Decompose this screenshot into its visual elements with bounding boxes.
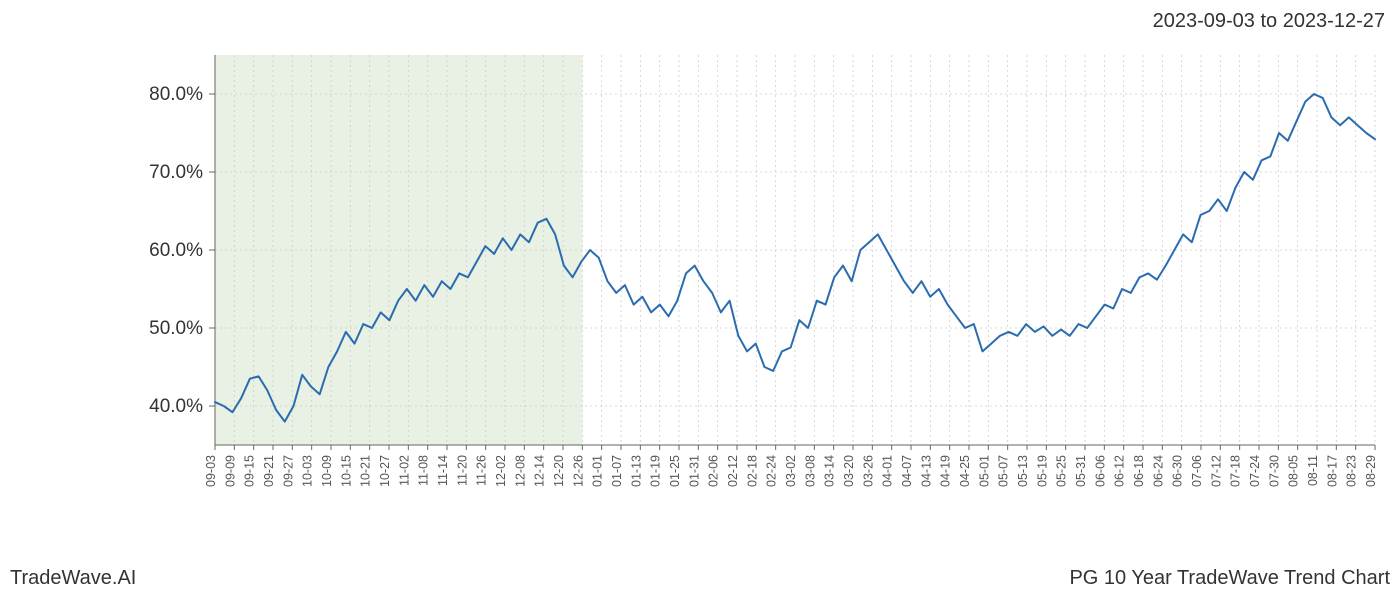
x-tick-label: 03-02 <box>784 455 798 487</box>
x-tick-label: 12-14 <box>533 455 547 487</box>
y-tick-label: 60.0% <box>149 240 203 261</box>
y-tick-label: 70.0% <box>149 162 203 183</box>
x-tick-label: 03-08 <box>803 455 817 487</box>
x-tick-label: 12-20 <box>552 455 566 487</box>
x-tick-label: 10-15 <box>339 455 353 487</box>
x-tick-label: 10-21 <box>359 455 373 487</box>
x-tick-label: 03-14 <box>823 455 837 487</box>
x-tick-label: 11-14 <box>436 455 450 486</box>
x-tick-label: 01-13 <box>629 455 643 487</box>
x-tick-label: 12-26 <box>571 455 585 487</box>
x-tick-label: 06-18 <box>1132 455 1146 487</box>
x-tick-label: 06-30 <box>1171 455 1185 487</box>
x-tick-label: 09-21 <box>262 455 276 487</box>
x-tick-label: 08-05 <box>1287 455 1301 487</box>
trend-chart: 40.0% 50.0% 60.0% 70.0% 80.0% 09-03 09-09 09-15… <box>0 40 1400 560</box>
x-tick-label: 09-09 <box>223 455 237 487</box>
x-tick-label: 05-31 <box>1074 455 1088 487</box>
x-tick-label: 05-25 <box>1055 455 1069 487</box>
x-tick-label: 06-12 <box>1113 455 1127 487</box>
x-tick-label: 10-03 <box>301 455 315 487</box>
x-tick-label: 11-20 <box>455 455 469 486</box>
x-tick-label: 12-02 <box>494 455 508 487</box>
x-tick-label: 07-30 <box>1267 455 1281 487</box>
chart-svg: 40.0% 50.0% 60.0% 70.0% 80.0% 09-03 09-09 09-15… <box>0 40 1400 560</box>
x-tick-label: 02-18 <box>745 455 759 487</box>
x-tick-label: 05-01 <box>977 455 991 487</box>
x-tick-label: 05-07 <box>997 455 1011 487</box>
x-tick-label: 10-27 <box>378 455 392 487</box>
x-tick-label: 05-19 <box>1035 455 1049 487</box>
x-tick-label: 01-07 <box>610 455 624 487</box>
x-tick-label: 09-03 <box>204 455 218 487</box>
x-tick-label: 04-25 <box>958 455 972 487</box>
x-tick-label: 06-06 <box>1093 455 1107 487</box>
x-tick-label: 11-26 <box>475 455 489 486</box>
x-tick-label: 01-31 <box>687 455 701 487</box>
date-range-header: 2023-09-03 to 2023-12-27 <box>1153 10 1385 33</box>
x-tick-label: 08-17 <box>1325 455 1339 487</box>
x-tick-label: 01-19 <box>649 455 663 487</box>
x-tick-label: 11-08 <box>417 455 431 486</box>
x-tick-label: 08-23 <box>1345 455 1359 487</box>
x-tick-label: 02-24 <box>765 455 779 487</box>
footer-title: PG 10 Year TradeWave Trend Chart <box>1069 567 1390 590</box>
y-tick-label: 50.0% <box>149 318 203 339</box>
x-tick-label: 05-13 <box>1016 455 1030 487</box>
x-tick-label: 07-18 <box>1229 455 1243 487</box>
x-tick-label: 04-07 <box>900 455 914 487</box>
x-tick-label: 08-11 <box>1306 455 1320 486</box>
x-tick-label: 02-06 <box>707 455 721 487</box>
x-tick-label: 01-25 <box>668 455 682 487</box>
x-tick-label: 07-12 <box>1209 455 1223 487</box>
x-tick-label: 01-01 <box>591 455 605 487</box>
y-tick-label: 80.0% <box>149 84 203 105</box>
x-tick-label: 02-12 <box>726 455 740 487</box>
x-tick-label: 03-26 <box>861 455 875 487</box>
x-tick-label: 07-24 <box>1248 455 1262 487</box>
x-tick-label: 06-24 <box>1151 455 1165 487</box>
x-tick-label: 09-15 <box>243 455 257 487</box>
y-tick-label: 40.0% <box>149 396 203 417</box>
x-tick-label: 04-19 <box>939 455 953 487</box>
footer-brand: TradeWave.AI <box>10 567 136 590</box>
x-tick-label: 08-29 <box>1364 455 1378 487</box>
x-tick-label: 04-13 <box>919 455 933 487</box>
x-tick-label: 09-27 <box>281 455 295 487</box>
x-tick-label: 10-09 <box>320 455 334 487</box>
x-tick-label: 11-02 <box>397 455 411 486</box>
x-tick-label: 04-01 <box>881 455 895 487</box>
x-tick-label: 03-20 <box>842 455 856 487</box>
x-tick-label: 12-08 <box>513 455 527 487</box>
x-tick-label: 07-06 <box>1190 455 1204 487</box>
